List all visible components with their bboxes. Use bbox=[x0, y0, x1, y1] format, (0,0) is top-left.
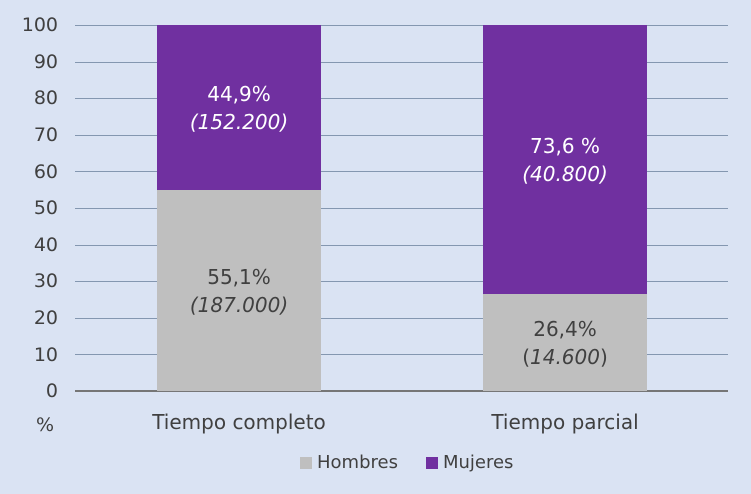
gridline bbox=[75, 354, 728, 355]
gridline bbox=[75, 62, 728, 63]
bar-tiempo-completo: 44,9% (152.200) 55,1% (187.000) bbox=[157, 25, 321, 391]
x-category-label: Tiempo completo bbox=[152, 410, 326, 434]
paren-open: ( bbox=[522, 344, 530, 369]
segment-mujeres: 44,9% (152.200) bbox=[157, 25, 321, 190]
y-tick: 50 bbox=[33, 197, 58, 219]
count-label: (187.000) bbox=[189, 292, 289, 317]
gridline bbox=[75, 318, 728, 319]
gridline bbox=[75, 98, 728, 99]
y-tick: 100 bbox=[21, 14, 58, 36]
y-tick: 30 bbox=[33, 270, 58, 292]
x-axis-line bbox=[75, 390, 728, 392]
pct-label: 55,1% bbox=[207, 264, 271, 289]
y-tick: 80 bbox=[33, 87, 58, 109]
gridline bbox=[75, 245, 728, 246]
y-axis-unit: % bbox=[36, 414, 55, 436]
gridline bbox=[75, 25, 728, 26]
count-label: (152.200) bbox=[189, 109, 289, 134]
gridline bbox=[75, 281, 728, 282]
segment-hombres: 26,4% (14.600) bbox=[483, 294, 647, 391]
pct-label: 73,6 % bbox=[530, 133, 600, 158]
legend-swatch-icon bbox=[425, 456, 438, 469]
gridline bbox=[75, 135, 728, 136]
count-number: 14.600 bbox=[530, 344, 600, 369]
pct-label: 44,9% bbox=[207, 81, 271, 106]
y-tick: 70 bbox=[33, 124, 58, 146]
gridline bbox=[75, 208, 728, 209]
y-tick: 90 bbox=[33, 51, 58, 73]
bar-tiempo-parcial: 73,6 % (40.800) 26,4% (14.600) bbox=[483, 25, 647, 391]
legend-swatch-icon bbox=[300, 456, 312, 469]
count-label: (14.600) bbox=[522, 343, 608, 371]
count-label: (40.800) bbox=[522, 161, 608, 186]
y-tick: 60 bbox=[33, 161, 58, 183]
y-tick: 10 bbox=[33, 344, 58, 366]
legend: Hombres Mujeres bbox=[300, 452, 541, 473]
gridline bbox=[75, 171, 728, 172]
legend-label: Mujeres bbox=[442, 452, 514, 473]
y-tick: 20 bbox=[33, 307, 58, 329]
x-category-label: Tiempo parcial bbox=[491, 410, 639, 434]
paren-close: ) bbox=[599, 344, 608, 369]
pct-label: 26,4% bbox=[533, 316, 597, 341]
y-tick: 0 bbox=[45, 380, 58, 402]
legend-label: Hombres bbox=[317, 452, 398, 473]
segment-hombres: 55,1% (187.000) bbox=[157, 190, 321, 391]
legend-item-hombres: Hombres bbox=[300, 452, 398, 473]
legend-item-mujeres: Mujeres bbox=[425, 452, 514, 473]
segment-mujeres: 73,6 % (40.800) bbox=[483, 25, 647, 294]
y-tick: 40 bbox=[33, 234, 58, 256]
